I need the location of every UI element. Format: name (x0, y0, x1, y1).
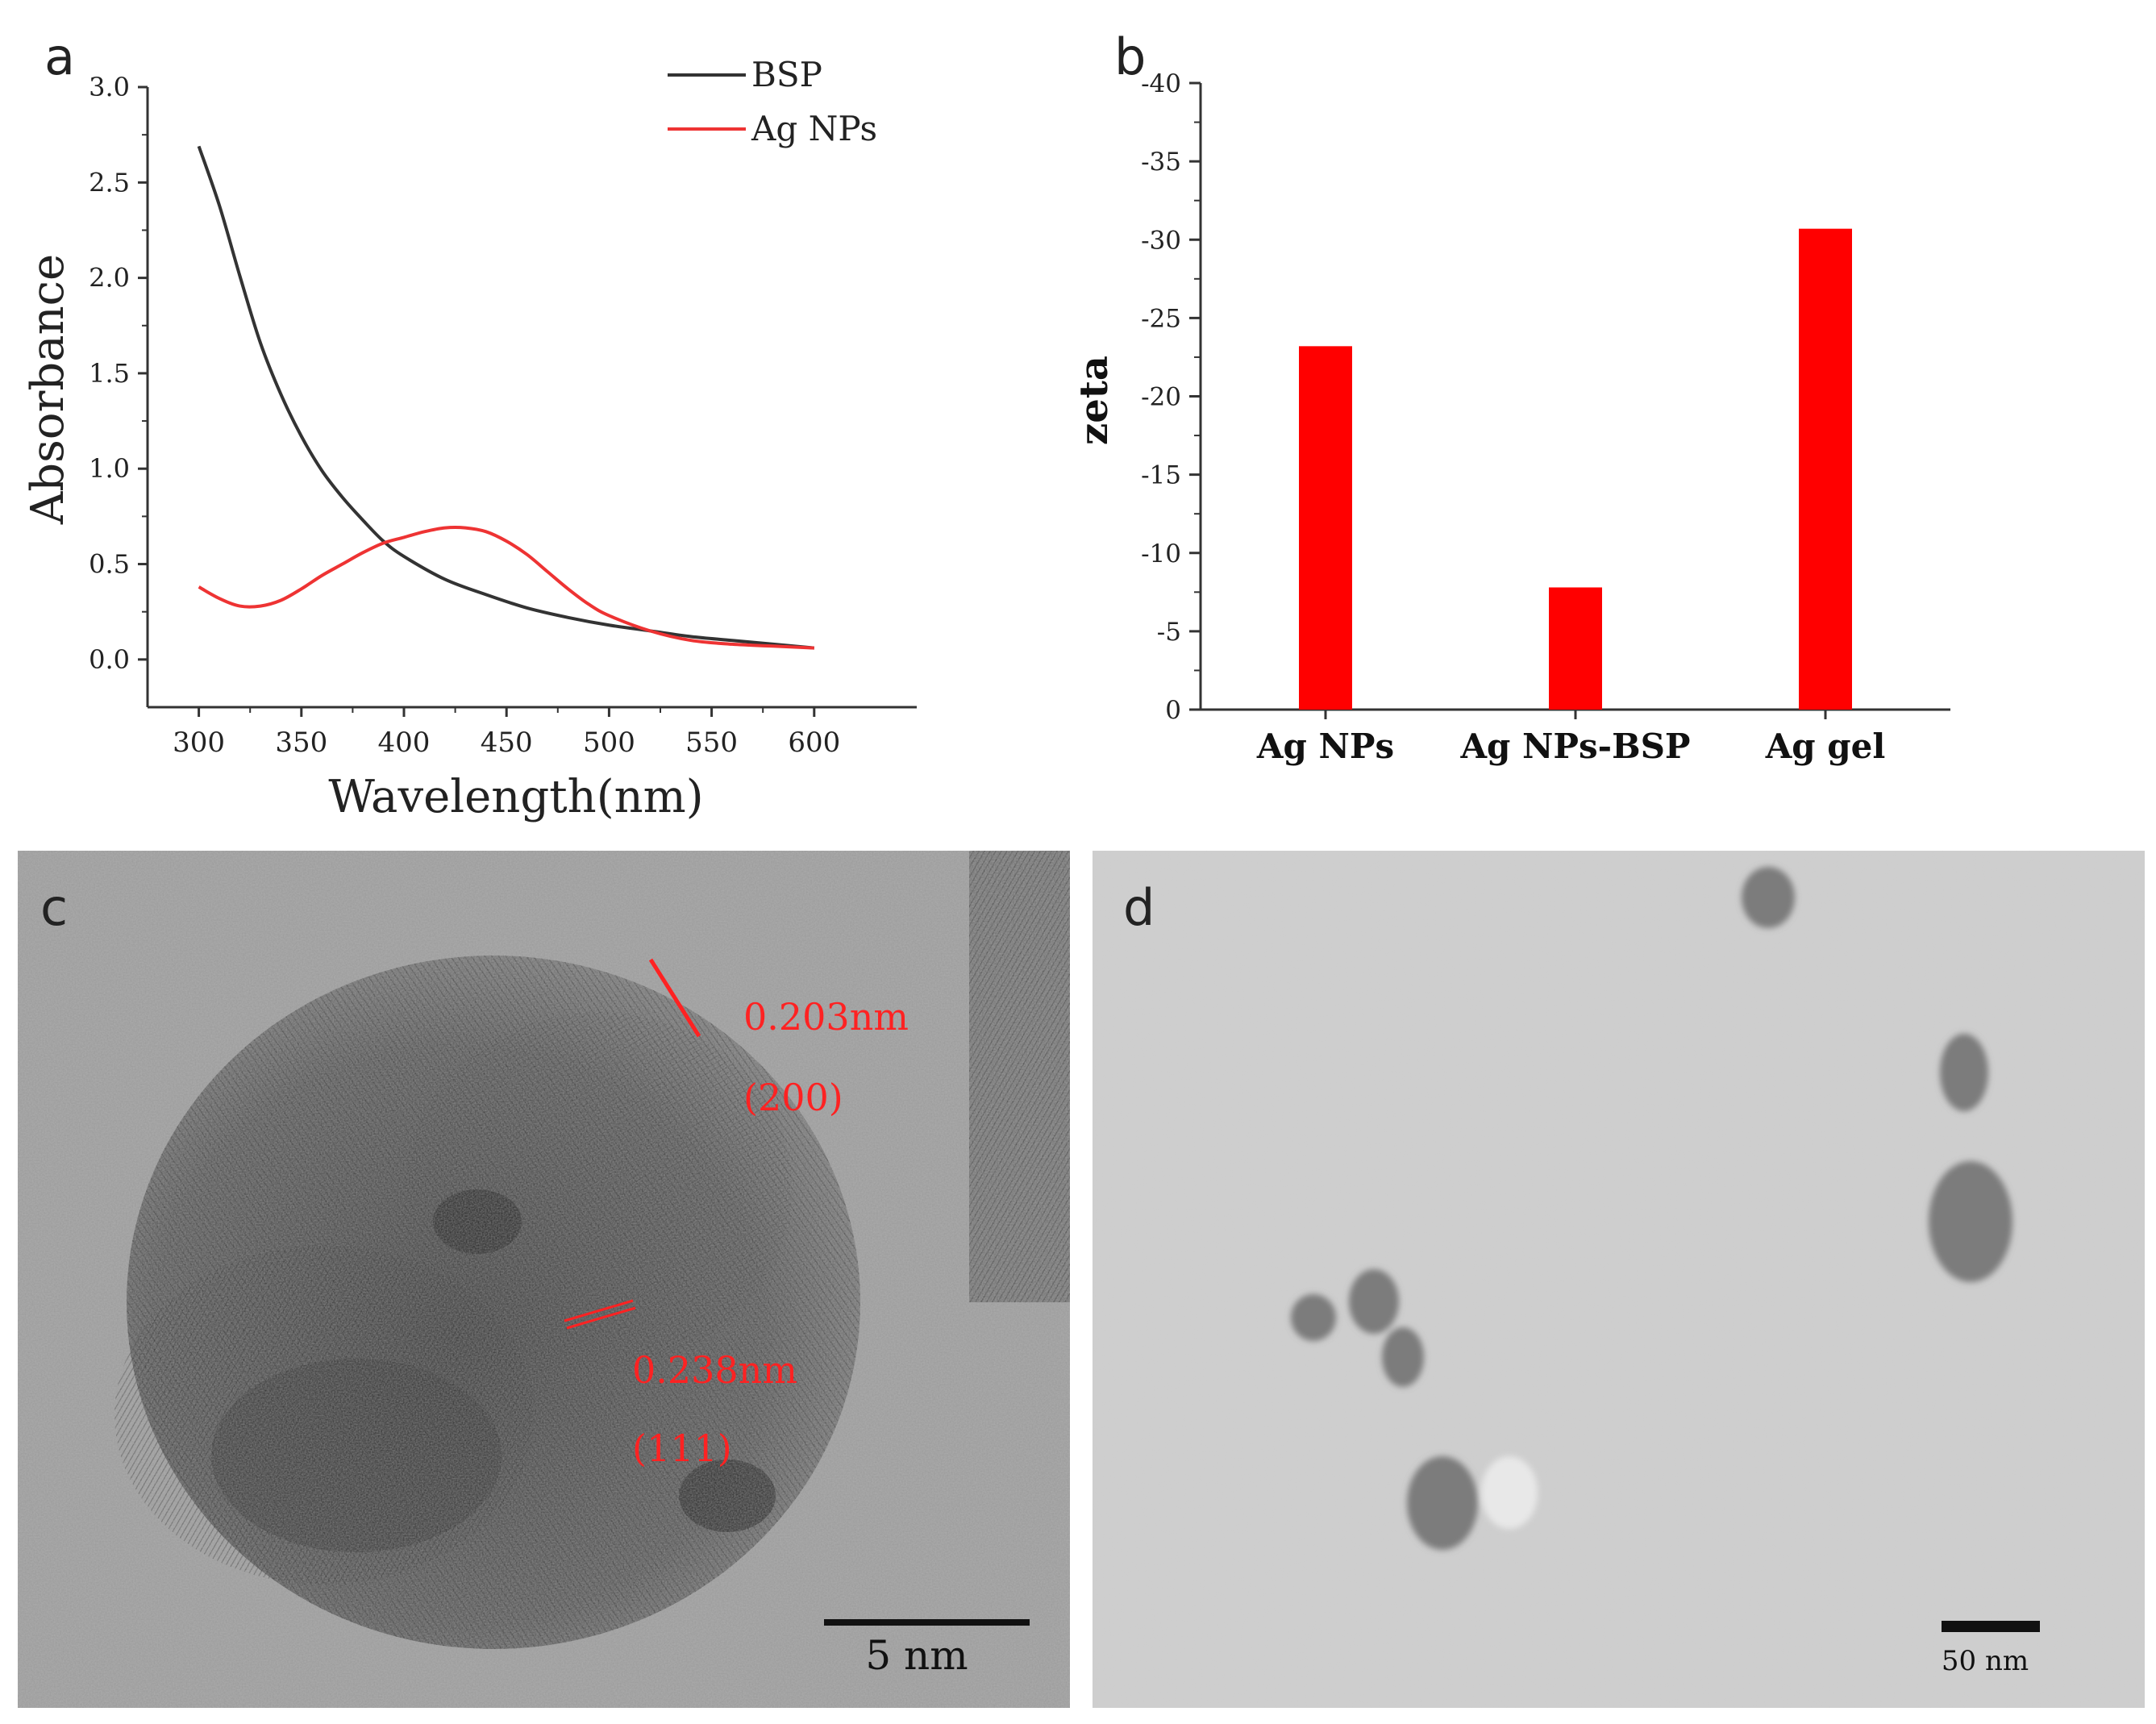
x-tick-label: 450 (481, 727, 533, 759)
y-tick-label: -15 (1141, 461, 1181, 490)
plane-label-111: (111) (632, 1426, 732, 1470)
y-tick-label: 1.5 (89, 358, 130, 389)
tem-image: 50 nm d (1093, 851, 2145, 1708)
d-spacing-label-200: 0.203nm (743, 995, 909, 1039)
lattice-marker-111 (564, 1299, 634, 1322)
y-tick-label: -30 (1141, 226, 1181, 255)
lattice-marker-200 (648, 958, 701, 1038)
y-tick-label: -25 (1141, 304, 1181, 333)
scale-bar (1942, 1621, 2040, 1632)
y-axis-title: zeta (1080, 356, 1117, 445)
panel-a: a 300 350 400 450 500 550 600 0.0 0.5 1.0 1.5 2.0 2.5… (0, 0, 992, 847)
x-tick-label: 300 (173, 727, 225, 759)
x-tick-label: Ag NPs (1256, 727, 1394, 766)
y-axis-title: Absorbance (22, 254, 74, 525)
panel-label-c: c (40, 878, 68, 937)
x-tick-label: 600 (788, 727, 840, 759)
scale-bar-label: 5 nm (865, 1632, 968, 1679)
x-tick-label: Ag NPs-BSP (1459, 727, 1690, 766)
x-axis-title: Wavelength(nm) (328, 771, 703, 823)
y-tick-label: 0.5 (89, 549, 130, 580)
y-tick-label: 1.0 (89, 453, 130, 484)
bar-ag-nps-bsp (1549, 587, 1602, 710)
line-chart: a 300 350 400 450 500 550 600 0.0 0.5 1.0 1.5 2.0 2.5… (22, 27, 917, 823)
plane-label-200: (200) (743, 1076, 843, 1119)
x-tick-label: 400 (378, 727, 431, 759)
particle (1929, 1161, 2012, 1282)
legend-label: Ag NPs (751, 109, 877, 148)
x-tick-label: 550 (685, 727, 738, 759)
bar-ag-gel (1799, 228, 1852, 710)
y-tick-label: -40 (1141, 69, 1181, 98)
legend-label: BSP (751, 55, 822, 94)
series-line-bsp (197, 145, 814, 650)
hrtem-image: 0.203nm (200) 0.238nm (111) 5 nm c (18, 851, 1070, 1708)
panel-c: 0.203nm (200) 0.238nm (111) 5 nm c (18, 851, 1070, 1708)
x-tick-label: Ag gel (1765, 727, 1886, 766)
panel-label-b: b (1114, 27, 1146, 86)
x-tick-label: 350 (275, 727, 327, 759)
y-tick-label: -20 (1141, 383, 1181, 412)
particle (1349, 1269, 1399, 1334)
x-tick-label: 500 (583, 727, 635, 759)
particle (1742, 867, 1795, 928)
bar-ag-nps (1299, 346, 1352, 710)
series-line-ag-nps (198, 525, 814, 650)
bar-chart: b 0 -5 -10 -15 -20 -25 -30 -35 -40 Ag NPs Ag NPs-BS… (1072, 27, 1950, 766)
d-spacing-label-111: 0.238nm (632, 1348, 797, 1392)
panel-b: b 0 -5 -10 -15 -20 -25 -30 -35 -40 Ag NPs Ag NPs-BS… (1072, 0, 2156, 847)
panel-label-d: d (1123, 878, 1155, 937)
y-tick-label: -35 (1141, 148, 1181, 177)
panel-label-a: a (44, 27, 75, 86)
y-tick-label: 2.5 (89, 167, 130, 198)
y-tick-label: -10 (1141, 539, 1181, 568)
scale-bar-label: 50 nm (1942, 1645, 2029, 1677)
particle (1291, 1294, 1336, 1341)
y-tick-label: -5 (1157, 618, 1181, 647)
particle (1382, 1327, 1424, 1387)
particle (1407, 1456, 1478, 1550)
y-tick-label: 3.0 (89, 72, 130, 102)
y-tick-label: 0 (1165, 696, 1181, 725)
y-tick-label: 2.0 (89, 263, 130, 294)
panel-d: 50 nm d (1093, 851, 2145, 1708)
particle (1940, 1034, 1988, 1111)
y-tick-label: 0.0 (89, 644, 130, 675)
